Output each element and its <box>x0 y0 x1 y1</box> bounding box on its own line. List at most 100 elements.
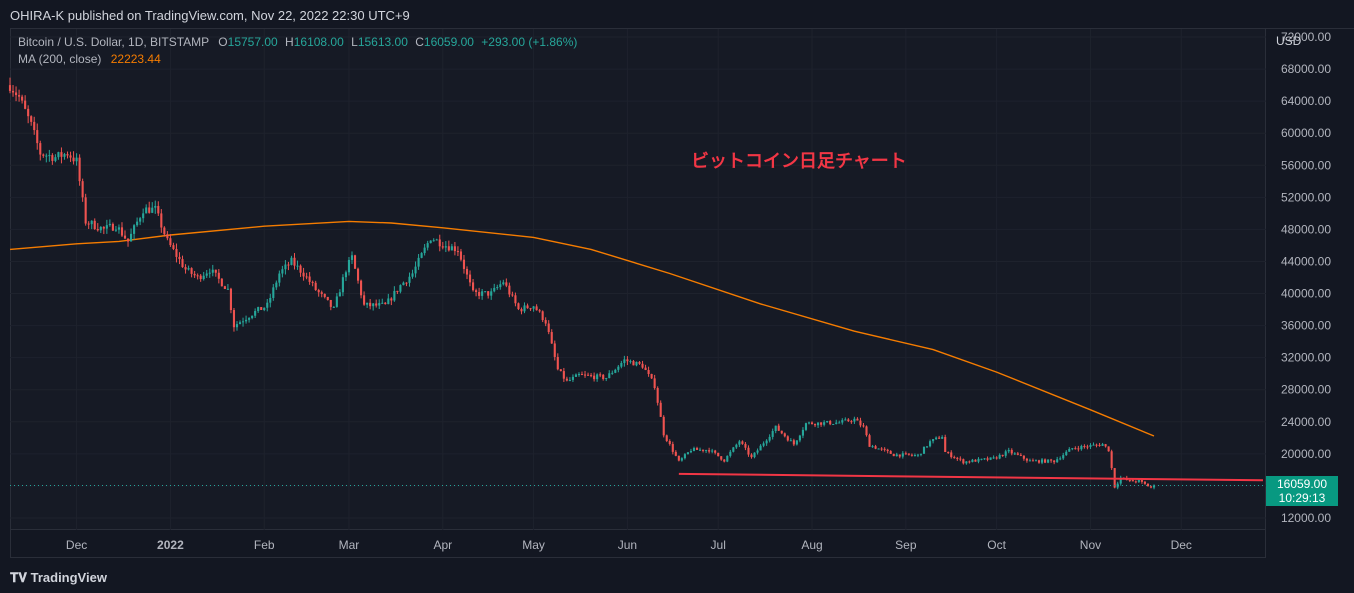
candle-body <box>1101 444 1104 446</box>
candle-body <box>87 223 90 225</box>
candle-body <box>332 306 335 308</box>
candle-body <box>1080 446 1083 450</box>
candle-body <box>142 213 145 219</box>
tradingview-logo[interactable]: 𝐓𝐕 TradingView <box>10 570 107 586</box>
candle-body <box>438 239 441 247</box>
candle-body <box>977 458 980 462</box>
candle-body <box>1134 481 1137 483</box>
candle-body <box>738 441 741 445</box>
price-tick-label: 32000.00 <box>1281 351 1331 365</box>
candle-body <box>493 287 496 292</box>
candle-body <box>841 420 844 423</box>
last-price-value: 16059.00 <box>1276 477 1328 492</box>
candle-body <box>974 459 977 462</box>
candle-body <box>232 310 236 328</box>
candle-body <box>928 441 932 447</box>
candle-body <box>366 302 369 305</box>
candle-body <box>798 435 801 441</box>
candle-body <box>1034 460 1038 462</box>
candle-body <box>63 154 66 157</box>
price-tick-label: 64000.00 <box>1281 94 1331 108</box>
candle-body <box>659 402 662 417</box>
symbol-legend[interactable]: Bitcoin / U.S. Dollar, 1D, BITSTAMP O157… <box>18 35 577 49</box>
candle-body <box>1089 445 1092 447</box>
candle-body <box>856 418 859 421</box>
candle-body <box>792 440 795 445</box>
candle-body <box>632 361 635 366</box>
candle-body <box>99 226 102 231</box>
candle-body <box>753 452 756 458</box>
price-axis[interactable] <box>1266 28 1354 530</box>
candle-body <box>571 376 574 380</box>
candle-body <box>145 207 148 214</box>
candle-body <box>172 245 175 249</box>
candle-body <box>605 378 608 380</box>
time-axis[interactable] <box>10 530 1266 558</box>
candle-body <box>214 269 217 273</box>
candle-body <box>284 264 287 270</box>
candle-body <box>444 246 447 248</box>
candle-body <box>248 318 251 320</box>
support-layer <box>10 472 1266 486</box>
candle-body <box>323 293 326 297</box>
chart-pane[interactable] <box>10 28 1266 530</box>
candle-body <box>647 370 650 374</box>
candle-body <box>353 255 357 269</box>
candle-body <box>175 248 178 257</box>
candle-body <box>417 257 420 267</box>
candle-body <box>526 305 529 309</box>
candle-body <box>762 443 765 446</box>
candle-body <box>623 359 626 363</box>
candle-body <box>780 430 783 434</box>
candle-body <box>786 436 789 441</box>
price-tick-label: 56000.00 <box>1281 158 1331 172</box>
candle-body <box>1028 460 1031 462</box>
candle-body <box>72 157 75 162</box>
candle-body <box>462 259 466 269</box>
candle-body <box>871 446 874 448</box>
candle-body <box>66 154 69 156</box>
candle-body <box>211 269 214 273</box>
candle-body <box>644 367 647 371</box>
candle-body <box>895 454 898 457</box>
candle-body <box>674 451 677 456</box>
candle-body <box>698 449 702 451</box>
time-tick-label: Jul <box>711 538 726 552</box>
candle-body <box>759 445 762 451</box>
candle-body <box>42 154 45 156</box>
candle-body <box>995 457 998 459</box>
candle-body <box>817 422 820 426</box>
price-tick-label: 36000.00 <box>1281 319 1331 333</box>
ma-legend[interactable]: MA (200, close) 22223.44 <box>18 52 161 66</box>
candle-body <box>989 457 992 460</box>
currency-label[interactable]: USD <box>1276 34 1302 48</box>
change-value: +293.00 (+1.86%) <box>481 35 578 49</box>
candle-body <box>14 92 18 96</box>
footer: 𝐓𝐕 TradingView <box>0 558 1354 593</box>
brand-name: TradingView <box>30 570 107 585</box>
candle-body <box>475 290 478 293</box>
candle-body <box>281 269 284 274</box>
candle-body <box>965 461 968 464</box>
candle-body <box>1152 485 1156 488</box>
candle-body <box>826 421 829 423</box>
candle-body <box>587 374 590 376</box>
candle-body <box>577 374 581 376</box>
candle-body <box>602 374 605 380</box>
time-tick-label: 2022 <box>157 538 184 552</box>
candle-body <box>399 285 402 292</box>
candle-body <box>711 450 714 452</box>
candle-body <box>922 446 926 454</box>
candle-body <box>925 446 929 448</box>
candle-body <box>820 422 823 425</box>
candle-body <box>1013 453 1016 455</box>
candle-body <box>335 296 338 307</box>
candle-body <box>629 361 632 363</box>
candle-body <box>320 292 323 294</box>
candle-body <box>956 457 959 459</box>
candle-body <box>1128 479 1131 481</box>
candle-body <box>269 297 272 303</box>
candle-body <box>1104 444 1107 447</box>
candle-body <box>21 96 24 101</box>
support-line[interactable] <box>678 472 1263 482</box>
